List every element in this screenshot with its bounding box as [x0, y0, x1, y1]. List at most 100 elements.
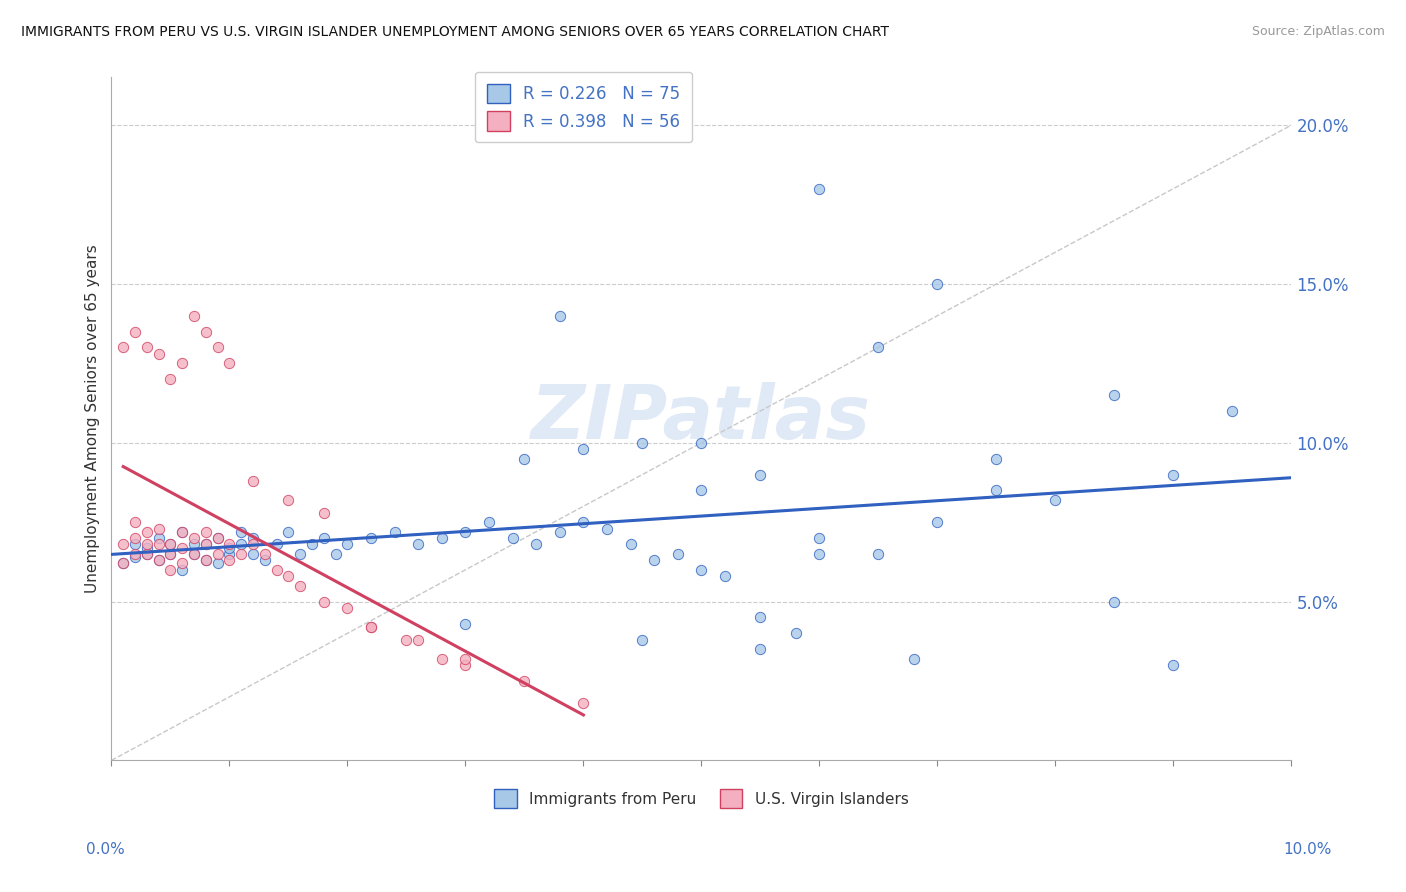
Point	[548, 524, 571, 539]
Point	[148, 553, 170, 567]
Point	[124, 325, 146, 339]
Point	[502, 531, 524, 545]
Point	[336, 601, 359, 615]
Point	[172, 541, 194, 555]
Point	[135, 547, 157, 561]
Text: Source: ZipAtlas.com: Source: ZipAtlas.com	[1251, 25, 1385, 38]
Text: IMMIGRANTS FROM PERU VS U.S. VIRGIN ISLANDER UNEMPLOYMENT AMONG SENIORS OVER 65 : IMMIGRANTS FROM PERU VS U.S. VIRGIN ISLA…	[21, 25, 889, 39]
Point	[242, 474, 264, 488]
Point	[231, 524, 253, 539]
Point	[183, 547, 205, 561]
Point	[266, 563, 288, 577]
Y-axis label: Unemployment Among Seniors over 65 years: Unemployment Among Seniors over 65 years	[86, 244, 100, 593]
Point	[454, 651, 477, 665]
Point	[312, 506, 335, 520]
Point	[231, 547, 253, 561]
Point	[1163, 658, 1185, 673]
Point	[135, 341, 157, 355]
Point	[454, 658, 477, 673]
Point	[927, 277, 949, 291]
Point	[312, 594, 335, 608]
Point	[360, 531, 382, 545]
Point	[124, 531, 146, 545]
Point	[986, 483, 1008, 498]
Point	[218, 547, 240, 561]
Point	[1104, 388, 1126, 402]
Point	[159, 547, 181, 561]
Point	[290, 547, 312, 561]
Point	[524, 537, 547, 551]
Point	[395, 632, 418, 647]
Point	[148, 347, 170, 361]
Point	[194, 553, 217, 567]
Point	[148, 553, 170, 567]
Point	[1045, 492, 1067, 507]
Point	[207, 341, 229, 355]
Point	[749, 610, 772, 624]
Point	[194, 325, 217, 339]
Point	[454, 524, 477, 539]
Point	[183, 547, 205, 561]
Point	[513, 451, 536, 466]
Point	[868, 547, 890, 561]
Point	[808, 181, 831, 195]
Point	[808, 547, 831, 561]
Point	[124, 550, 146, 565]
Point	[277, 492, 299, 507]
Point	[406, 537, 429, 551]
Point	[231, 537, 253, 551]
Point	[1222, 404, 1244, 418]
Point	[148, 531, 170, 545]
Point	[159, 547, 181, 561]
Point	[253, 547, 276, 561]
Point	[159, 537, 181, 551]
Point	[135, 541, 157, 555]
Point	[183, 537, 205, 551]
Point	[406, 632, 429, 647]
Point	[360, 620, 382, 634]
Point	[266, 537, 288, 551]
Point	[112, 557, 135, 571]
Point	[242, 531, 264, 545]
Point	[808, 531, 831, 545]
Point	[430, 531, 453, 545]
Point	[112, 341, 135, 355]
Point	[183, 531, 205, 545]
Point	[384, 524, 406, 539]
Point	[135, 537, 157, 551]
Point	[277, 524, 299, 539]
Point	[454, 616, 477, 631]
Point	[666, 547, 689, 561]
Point	[572, 696, 595, 710]
Point	[360, 620, 382, 634]
Point	[124, 547, 146, 561]
Point	[124, 515, 146, 529]
Point	[218, 537, 240, 551]
Point	[690, 563, 713, 577]
Point	[253, 553, 276, 567]
Point	[159, 372, 181, 386]
Text: ZIPatlas: ZIPatlas	[531, 383, 872, 456]
Point	[218, 356, 240, 370]
Point	[148, 537, 170, 551]
Point	[620, 537, 643, 551]
Point	[183, 309, 205, 323]
Text: 10.0%: 10.0%	[1284, 842, 1331, 856]
Point	[194, 553, 217, 567]
Point	[172, 356, 194, 370]
Point	[218, 541, 240, 555]
Legend: Immigrants from Peru, U.S. Virgin Islanders: Immigrants from Peru, U.S. Virgin Island…	[488, 783, 915, 814]
Point	[172, 524, 194, 539]
Point	[301, 537, 323, 551]
Text: 0.0%: 0.0%	[86, 842, 125, 856]
Point	[242, 537, 264, 551]
Point	[135, 524, 157, 539]
Point	[172, 524, 194, 539]
Point	[312, 531, 335, 545]
Point	[290, 579, 312, 593]
Point	[159, 537, 181, 551]
Point	[478, 515, 501, 529]
Point	[207, 531, 229, 545]
Point	[112, 557, 135, 571]
Point	[148, 521, 170, 535]
